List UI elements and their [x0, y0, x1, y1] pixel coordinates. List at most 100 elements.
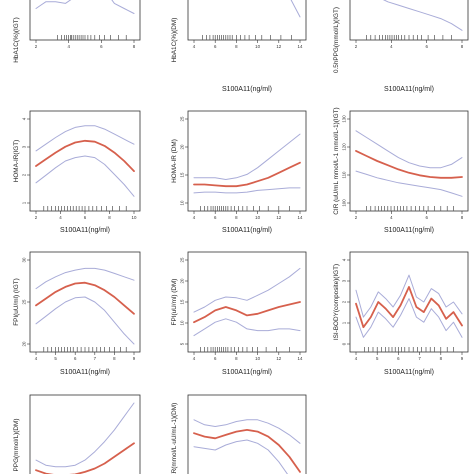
- confidence-band-upper: [193, 419, 301, 444]
- plot-frame: [29, 394, 141, 474]
- y-tick-label: 15: [180, 299, 185, 304]
- x-axis-label: S100A11(ng/ml): [60, 369, 110, 376]
- confidence-band-lower: [35, 0, 135, 14]
- y-tick-label: 100: [342, 199, 347, 207]
- y-axis-label-homa-ir-dm: HOMA-IR (DM): [171, 139, 178, 183]
- plot-frame: [349, 0, 469, 41]
- confidence-band-upper: [35, 125, 135, 152]
- x-tick-label: 4: [390, 44, 393, 49]
- x-tick-label: 5: [54, 356, 57, 361]
- x-tick-label: 8: [113, 356, 116, 361]
- fitted-curve: [35, 139, 135, 173]
- panel-isi-body-igt: 4 5 6 7 8 901234ISI-BODY(composite)(IGT)S100A…: [333, 251, 469, 376]
- y-tick-label: 20: [180, 144, 185, 149]
- x-axis-label: S100A11(ng/ml): [222, 369, 272, 376]
- x-tick-label: 4: [59, 215, 62, 220]
- y-tick-label: 1: [22, 201, 27, 204]
- x-tick-label: 4: [35, 356, 38, 361]
- plot-frame: [187, 394, 307, 474]
- x-tick-label: 6: [100, 44, 103, 49]
- confidence-band-lower: [355, 170, 463, 197]
- x-axis-label: S100A11(ng/ml): [60, 227, 110, 234]
- y-tick-label: 2: [22, 173, 27, 176]
- y-tick-label: 1: [342, 321, 347, 324]
- confidence-band-lower: [193, 439, 288, 474]
- plot-frame: [29, 251, 141, 353]
- y-axis-label-ppg-mmol-l-dm: PPG(mmol/L)(DM): [13, 419, 20, 472]
- y-tick-label: 120: [342, 143, 347, 151]
- x-tick-label: 7: [94, 356, 97, 361]
- x-tick-label: 12: [276, 44, 281, 49]
- plot-frame: [187, 110, 307, 212]
- y-axis-label-fpi-uu-ml-dm: FPI(uU/ml) (DM): [171, 279, 178, 326]
- x-tick-label: 8: [235, 215, 238, 220]
- fitted-curve: [355, 149, 463, 179]
- x-axis-label: S100A11(ng/ml): [222, 86, 272, 93]
- y-axis-label-cir-uu-ml-mmol-l-1-mmol-l-1-igt: CIR (uU/mL mmol/L-1 mmol/L-1)(IGT): [333, 107, 340, 214]
- panel-pp-glucose-igt: 2 4 6 8 0.5hPPG(mmol/L)(IGT) S100A11(ng/ml): [333, 0, 469, 93]
- x-tick-label: 8: [461, 44, 464, 49]
- x-tick-label: 8: [235, 356, 238, 361]
- x-tick-label: 4: [193, 356, 196, 361]
- y-tick-label: 30: [22, 257, 27, 262]
- y-tick-label: 10: [180, 320, 185, 325]
- y-tick-label: 25: [180, 257, 185, 262]
- y-axis-label-isi-body-composite-igt: ISI-BODY(composite)(IGT): [333, 264, 340, 340]
- x-tick-label: 6: [74, 356, 77, 361]
- x-tick-label: 2: [355, 215, 358, 220]
- fitted-curve: [35, 281, 135, 315]
- x-tick-label: 6: [214, 215, 217, 220]
- confidence-band-upper: [35, 267, 135, 290]
- confidence-band-lower: [193, 187, 301, 194]
- y-axis-label-hba1c-igt: HbA1C(%)(IGT): [13, 17, 20, 62]
- y-tick-label: 2: [342, 300, 347, 303]
- x-tick-label: 12: [276, 215, 281, 220]
- fitted-curve: [355, 285, 463, 329]
- y-tick-label: 20: [22, 341, 27, 346]
- y-tick-label: 4: [22, 117, 27, 120]
- x-tick-label: 4: [193, 44, 196, 49]
- x-tick-label: 4: [193, 215, 196, 220]
- x-tick-label: 8: [440, 356, 443, 361]
- confidence-band-upper: [355, 130, 463, 169]
- y-tick-label: 20: [180, 278, 185, 283]
- confidence-band-lower: [193, 318, 301, 337]
- y-tick-label: 110: [342, 171, 347, 179]
- x-tick-label: 8: [461, 215, 464, 220]
- x-tick-label: 6: [214, 356, 217, 361]
- y-axis-label-liver-mmol-l-uu-ml-1-dm: LIVER(mmol/L·uU/mL-1)(DM): [171, 403, 178, 474]
- y-tick-label: 25: [180, 116, 185, 121]
- x-tick-label: 10: [255, 215, 260, 220]
- confidence-band-lower: [35, 155, 135, 197]
- x-tick-label: 14: [298, 356, 303, 361]
- x-tick-label: 8: [108, 215, 111, 220]
- x-tick-label: 4: [355, 356, 358, 361]
- panel-ppg-dm: PPG(mmol/L)(DM): [13, 394, 141, 474]
- x-tick-label: 6: [425, 215, 428, 220]
- y-tick-label: 5: [180, 342, 185, 345]
- x-tick-label: 6: [214, 44, 217, 49]
- panel-fpi-dm: 4 6 8 10 12 14 5 10 15 20 25 FPI(uU/ml) (DM) S100A11…: [171, 251, 307, 376]
- confidence-band-upper: [355, 274, 463, 318]
- x-tick-label: 9: [133, 356, 136, 361]
- confidence-band-lower: [290, 0, 301, 18]
- x-tick-label: 6: [397, 356, 400, 361]
- x-tick-label: 2: [35, 44, 38, 49]
- y-tick-label: 15: [180, 172, 185, 177]
- x-tick-label: 2: [35, 215, 38, 220]
- fitted-curve: [193, 428, 301, 473]
- y-axis-label-0-5hppg-mmol-l-igt: 0.5hPPG(mmol/L)(IGT): [333, 7, 340, 73]
- plot-frame: [187, 251, 307, 353]
- panel-fpi-igt: 4 5 6 7 8 9 20 25 30 FPI(uU/ml) (IGT) S100A11(ng/m…: [13, 251, 141, 376]
- y-tick-label: 3: [22, 145, 27, 148]
- confidence-band-upper: [193, 133, 301, 180]
- y-tick-label: 0: [342, 342, 347, 345]
- confidence-band-lower: [35, 296, 135, 345]
- x-tick-label: 10: [255, 44, 260, 49]
- plot-frame: [349, 110, 469, 212]
- x-tick-label: 10: [132, 215, 137, 220]
- y-tick-label: 4: [342, 258, 347, 261]
- confidence-band-upper: [193, 267, 301, 313]
